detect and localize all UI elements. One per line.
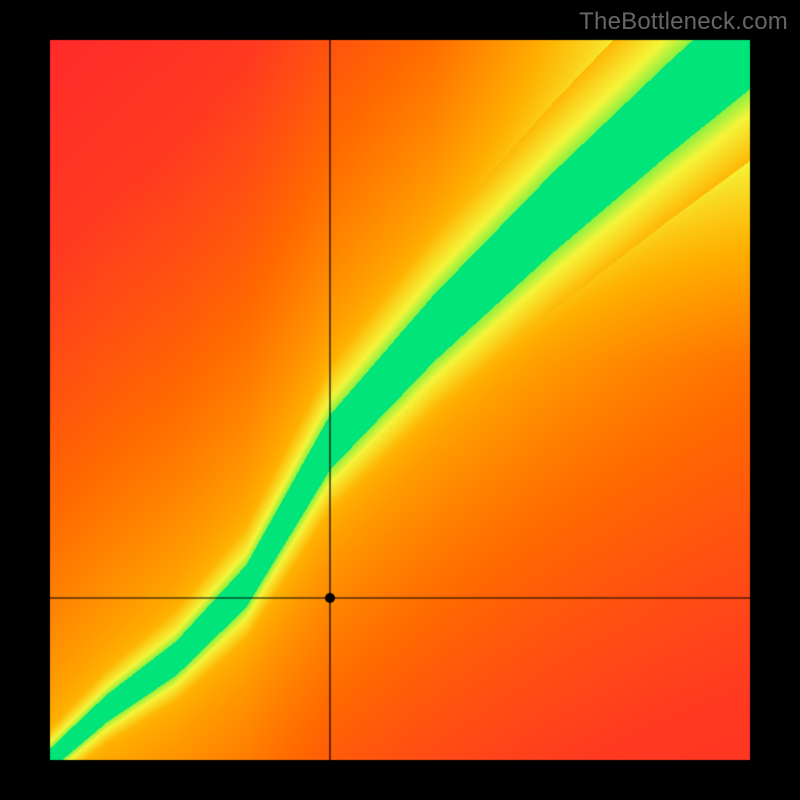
heatmap-canvas xyxy=(0,0,800,800)
chart-container: TheBottleneck.com xyxy=(0,0,800,800)
watermark-text: TheBottleneck.com xyxy=(579,8,788,36)
